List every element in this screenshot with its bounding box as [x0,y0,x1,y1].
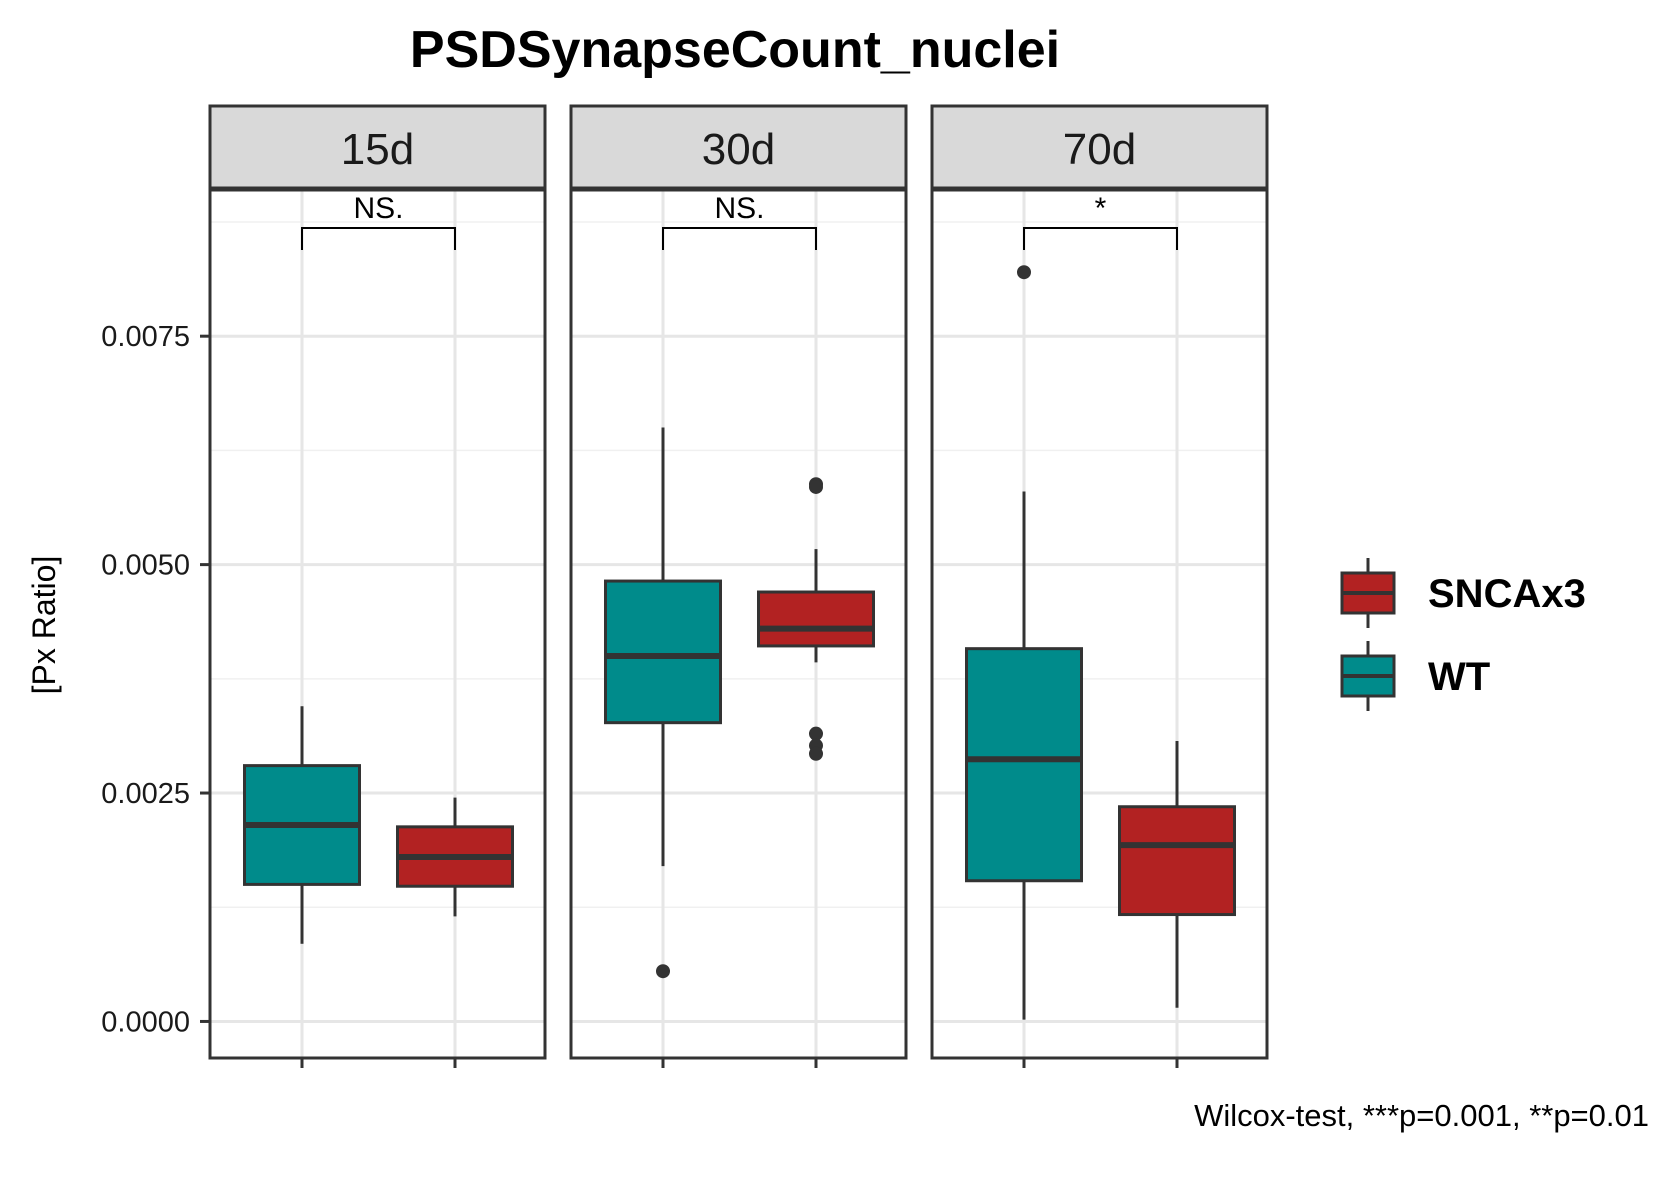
facet-strip [930,104,1269,190]
significance-label: NS. [714,192,764,225]
significance-bracket [1023,227,1178,250]
legend-label: WT [1428,655,1490,699]
facet-panel: NS. 30d [569,104,908,1068]
facets: NS. 15d NS. 30d * 70d [208,104,1269,1068]
panel-border [569,188,908,1060]
legend: SNCAx3 WT [1340,558,1586,711]
facet-strip-label: 15d [341,125,414,174]
caption: Wilcox-test, ***p=0.001, **p=0.01 [1194,1098,1649,1133]
y-axis: 0.0000 0.0025 0.0050 0.0075 [101,321,210,1038]
y-tick-label: 0.0000 [101,1006,190,1038]
significance-label: * [1095,192,1107,225]
panel-border [930,188,1269,1060]
significance-bracket [301,227,456,250]
box-wt [243,706,361,944]
facet-strip-label: 30d [702,125,775,174]
box-wt [604,427,722,979]
box-body [757,590,875,648]
y-axis-title: [Px Ratio] [26,556,62,695]
outlier-point [809,479,823,494]
box-body [1118,805,1236,917]
significance-bracket [662,227,817,250]
significance-label: NS. [353,192,403,225]
facet-panel: NS. 15d [208,104,547,1068]
legend-item: SNCAx3 [1340,558,1586,628]
outlier-point [809,726,823,741]
box-body [604,579,722,725]
y-tick-label: 0.0075 [101,321,190,353]
y-tick-label: 0.0025 [101,778,190,810]
legend-item: WT [1340,641,1490,711]
outlier-point [656,964,670,979]
outlier-point [809,746,823,761]
chart-title: PSDSynapseCount_nuclei [410,21,1060,79]
box-sncax3 [396,797,514,917]
panel-border [208,188,547,1060]
box-sncax3 [1118,740,1236,1008]
panel-background [210,190,545,1058]
facet-panel: * 70d [930,104,1269,1068]
facet-strip-label: 70d [1063,125,1136,174]
facet-strip [208,104,547,190]
box-sncax3 [757,477,875,761]
outlier-point [1017,265,1031,280]
box-body [965,647,1083,883]
legend-label: SNCAx3 [1428,572,1586,616]
y-tick-label: 0.0050 [101,550,190,582]
panel-background [932,190,1267,1058]
facet-strip [569,104,908,190]
box-wt [965,265,1083,1020]
